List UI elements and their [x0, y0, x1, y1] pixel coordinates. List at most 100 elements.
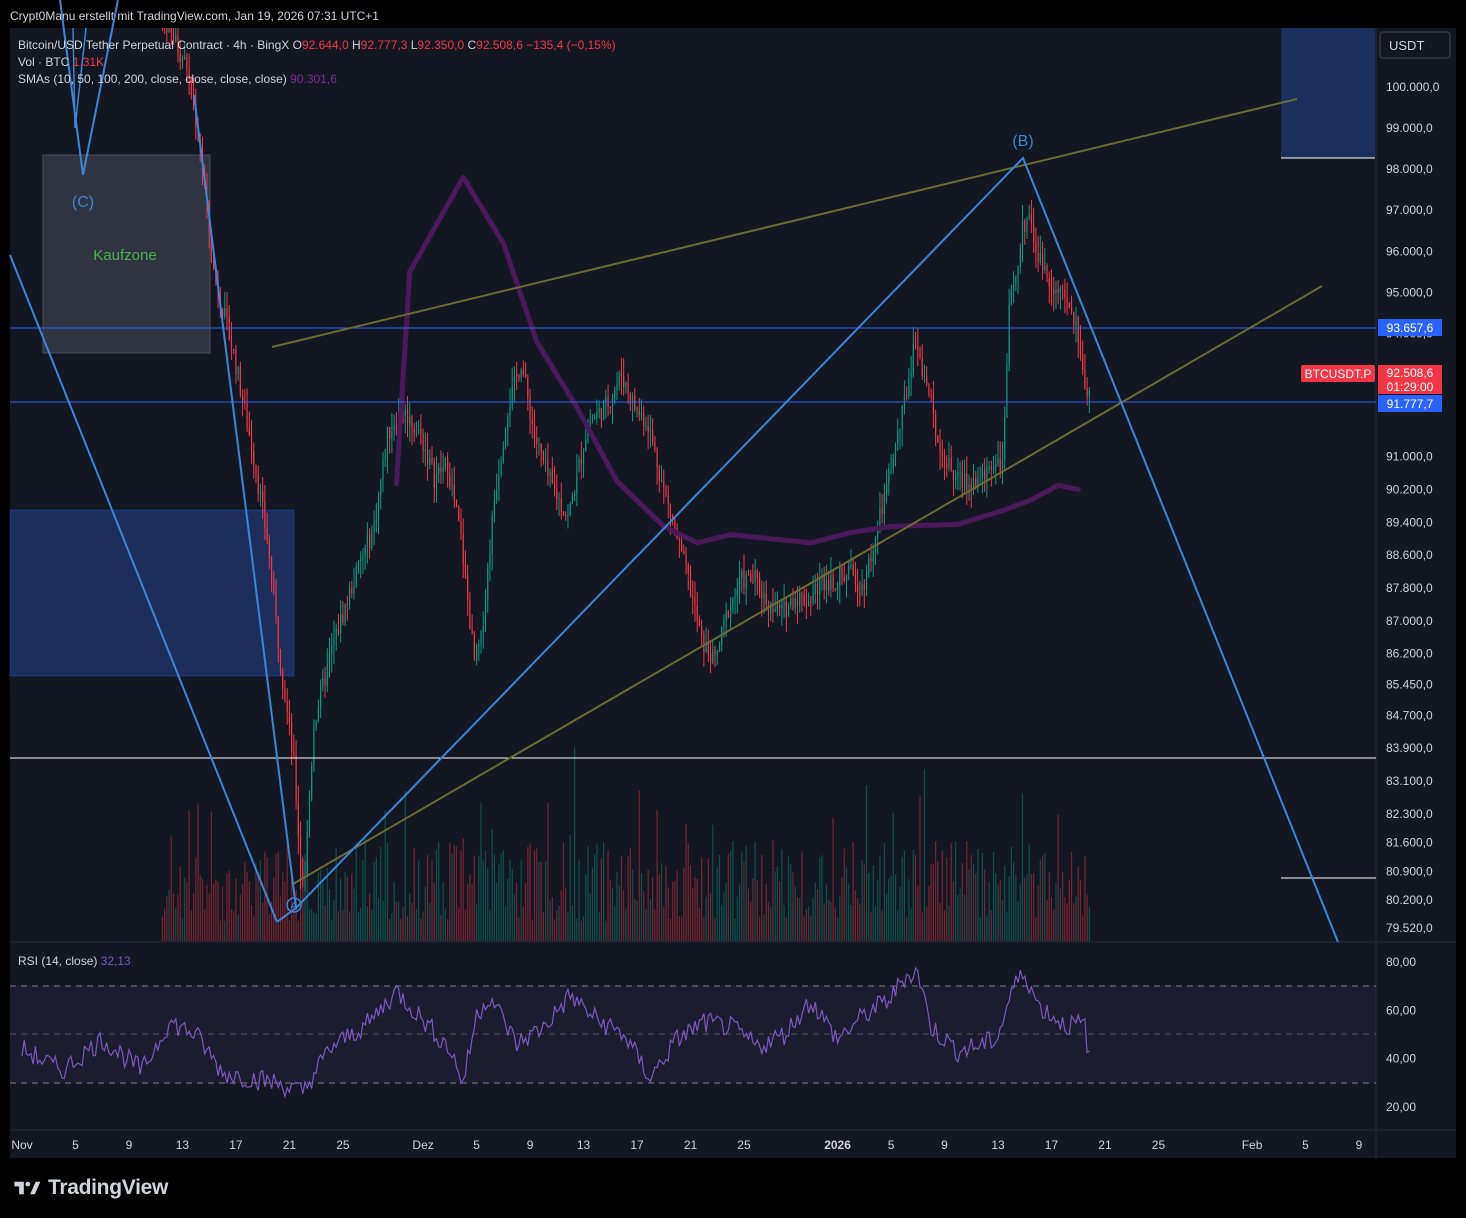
legend-symbol-row[interactable]: Bitcoin/USD Tether Perpetual Contract · … [18, 38, 616, 52]
channel-lower-line[interactable] [292, 285, 1323, 885]
candle-body [520, 369, 522, 379]
candle-body [605, 396, 607, 402]
candle-body [972, 478, 975, 491]
volume-bar [877, 879, 879, 941]
volume-bar [888, 879, 890, 941]
volume-bar [906, 917, 908, 941]
candle-body [366, 534, 368, 547]
volume-bar [311, 909, 313, 941]
volume-bar [645, 909, 647, 941]
volume-bar [783, 905, 785, 941]
wave-c-inner-lines[interactable] [72, 27, 87, 129]
last-price-text: 92.508,6 [1387, 366, 1434, 380]
candle-body [981, 468, 984, 478]
candle-body [899, 428, 901, 432]
time-axis[interactable]: Nov 5 9 13 17 21 25 Dez 5 9 13 17 21 25 2026 5 9 13 17 21 25… [11, 1138, 1362, 1152]
legend-rsi-row[interactable]: RSI (14, close) 32,13 [18, 954, 131, 968]
candle-body [627, 383, 629, 394]
volume-bar [333, 899, 335, 941]
volume-bar [322, 882, 324, 941]
candle-body [841, 566, 843, 578]
candle-body [1050, 286, 1053, 290]
volume-bar [556, 910, 558, 941]
volume-bar [297, 920, 299, 941]
wave-drop-line[interactable] [193, 94, 297, 909]
candle-body [928, 384, 930, 395]
candle-body [765, 593, 767, 605]
volume-bar [761, 854, 763, 941]
volume-bar [845, 867, 848, 941]
wave-b-lines[interactable] [276, 156, 1339, 943]
volume-bar [941, 849, 943, 941]
candle-body [952, 470, 955, 480]
volume-bar [277, 851, 279, 941]
currency-button[interactable] [1379, 31, 1451, 59]
candle-body [282, 672, 284, 689]
volume-bar [255, 863, 257, 941]
candle-body [730, 606, 732, 617]
volume-bar [890, 875, 892, 941]
sma-line[interactable] [393, 174, 1081, 546]
time-tick-label: 21 [1098, 1138, 1112, 1152]
volume-bar [293, 906, 295, 941]
rsi-line[interactable] [21, 966, 1090, 1099]
candle-body [680, 541, 683, 551]
volume-bar [547, 803, 549, 941]
volume-bar [317, 872, 319, 941]
candle-body [772, 602, 774, 612]
demand-zone-box[interactable] [9, 509, 295, 677]
candle-body [288, 711, 290, 723]
kaufzone-box[interactable] [42, 154, 211, 354]
candle-body [455, 499, 458, 507]
last-price-tag [1378, 365, 1442, 394]
volume-bar [874, 905, 877, 941]
legend-sma-row[interactable]: SMAs (10, 50, 100, 200, close, close, cl… [18, 72, 337, 86]
price-tick-label: 91.000,0 [1386, 450, 1433, 464]
volume-bar [779, 880, 781, 941]
candle-body [598, 408, 600, 412]
tradingview-brand[interactable]: TradingView [12, 1176, 168, 1200]
candle-body [611, 398, 614, 408]
volume-bar [482, 860, 484, 941]
candle-body [774, 609, 776, 612]
wave-long-line[interactable] [9, 254, 278, 923]
legend-volume-row[interactable]: Vol · BTC 1,31K [18, 55, 104, 69]
candle-body [1053, 289, 1055, 294]
volume-bar [892, 812, 894, 941]
candle-body [868, 558, 870, 575]
volume-bar [353, 888, 355, 941]
candle-body [698, 620, 701, 627]
volume-bar [357, 911, 360, 941]
channel-upper-line[interactable] [271, 98, 1298, 348]
volume-bar [230, 909, 233, 941]
candle-body [190, 77, 192, 96]
time-tick-label: 5 [72, 1138, 79, 1152]
candle-body [509, 405, 511, 417]
volume-bar [830, 901, 832, 941]
candle-body [819, 577, 821, 595]
candle-body [747, 574, 750, 576]
wave-c-lines[interactable] [59, 0, 119, 176]
candle-body [823, 574, 825, 590]
candle-body [752, 581, 754, 583]
volume-bar [493, 854, 496, 941]
volume-bar [362, 859, 364, 941]
kaufzone-label: Kaufzone [93, 247, 156, 264]
upper-target-box[interactable] [1281, 28, 1375, 158]
price-tick-label: 85.450,0 [1386, 677, 1433, 691]
volume-bar [444, 908, 446, 941]
candle-body [634, 396, 636, 411]
volume-bar [848, 883, 850, 941]
volume-bar [480, 803, 482, 941]
volume-bar [295, 889, 297, 941]
rsi-axis[interactable]: 80,00 60,00 40,00 20,00 [1386, 955, 1416, 1114]
candle-body [326, 664, 328, 686]
candle-body [328, 654, 331, 665]
volume-bar [647, 869, 649, 941]
volume-bar [569, 834, 571, 941]
volume-bar [741, 852, 743, 941]
volume-bar [201, 878, 204, 941]
volume-bar [819, 857, 821, 941]
candle-body [491, 515, 493, 554]
